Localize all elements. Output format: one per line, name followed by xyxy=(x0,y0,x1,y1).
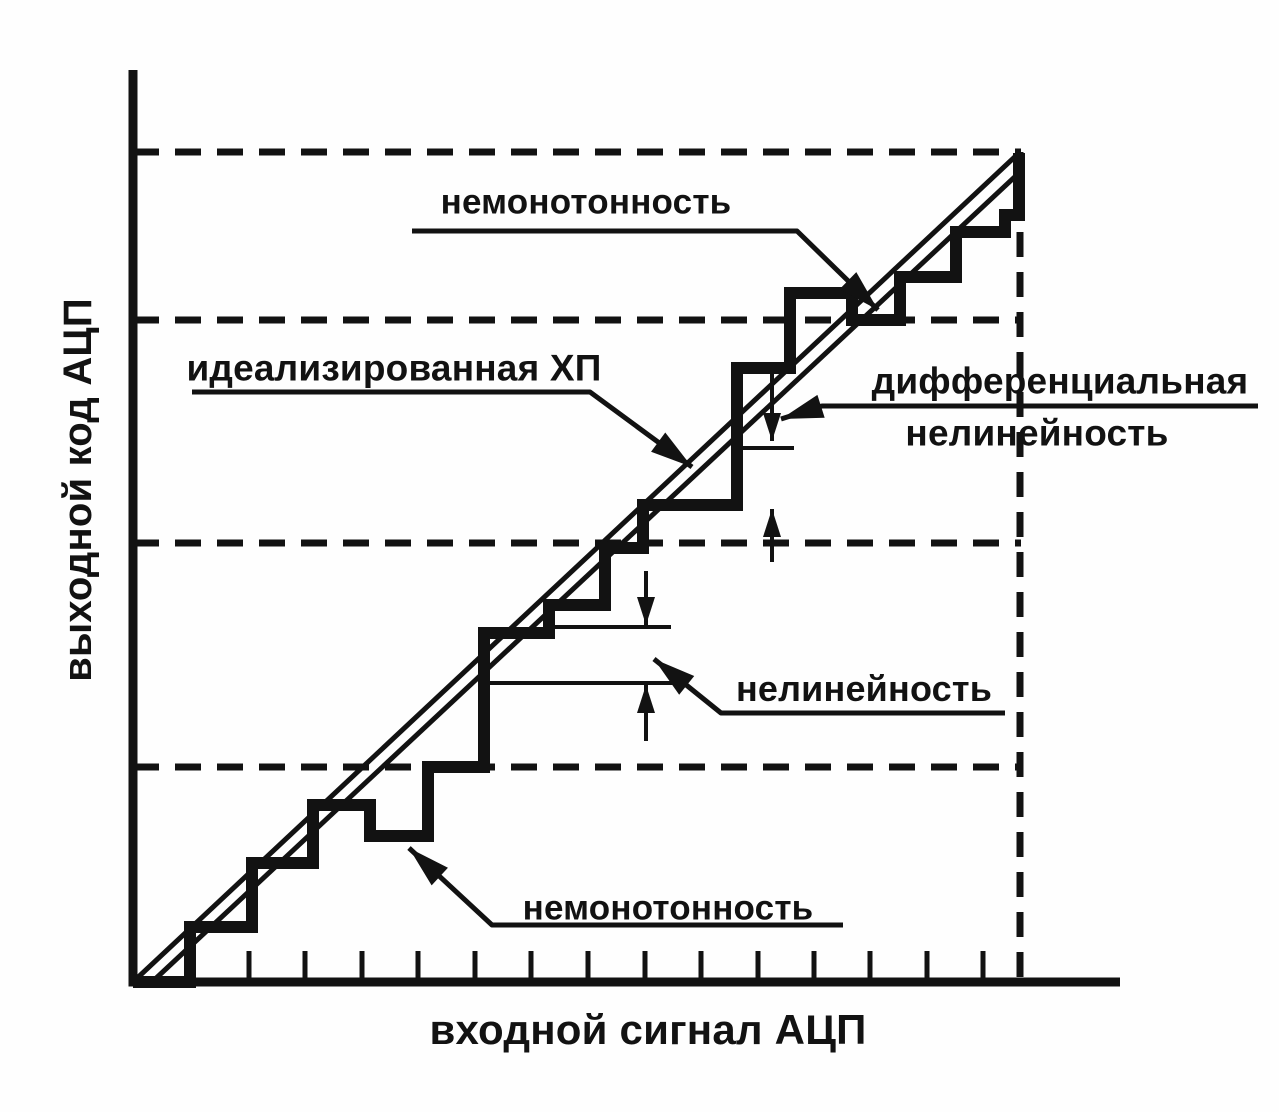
x-axis-title: входной сигнал АЦП xyxy=(429,1006,867,1053)
staircase xyxy=(133,153,1025,988)
label-idealized-characteristic: идеализированная ХП xyxy=(186,347,602,389)
leader-differential-nonlinearity xyxy=(780,394,1258,422)
label-nonlinearity: нелинейность xyxy=(735,668,993,709)
leader-nonlinearity xyxy=(652,657,1005,716)
staircase-path xyxy=(133,153,1025,988)
label-differential-line1: дифференциальная xyxy=(871,360,1249,402)
label-nonmonotonicity-top: немонотонность xyxy=(440,182,732,222)
label-nonmonotonicity-bottom: немонотонность xyxy=(522,888,814,928)
axes xyxy=(128,70,1120,987)
leader-idealized xyxy=(192,389,694,470)
axes-lines xyxy=(128,70,1120,987)
leader-nonmonotonicity-top xyxy=(412,228,880,312)
leaders xyxy=(192,228,1258,928)
y-axis-title: выходной код АЦП xyxy=(56,298,100,682)
measures xyxy=(490,374,794,741)
leader-nonmonotonicity-bottom xyxy=(407,846,843,928)
label-differential-line2: нелинейность xyxy=(905,412,1169,454)
